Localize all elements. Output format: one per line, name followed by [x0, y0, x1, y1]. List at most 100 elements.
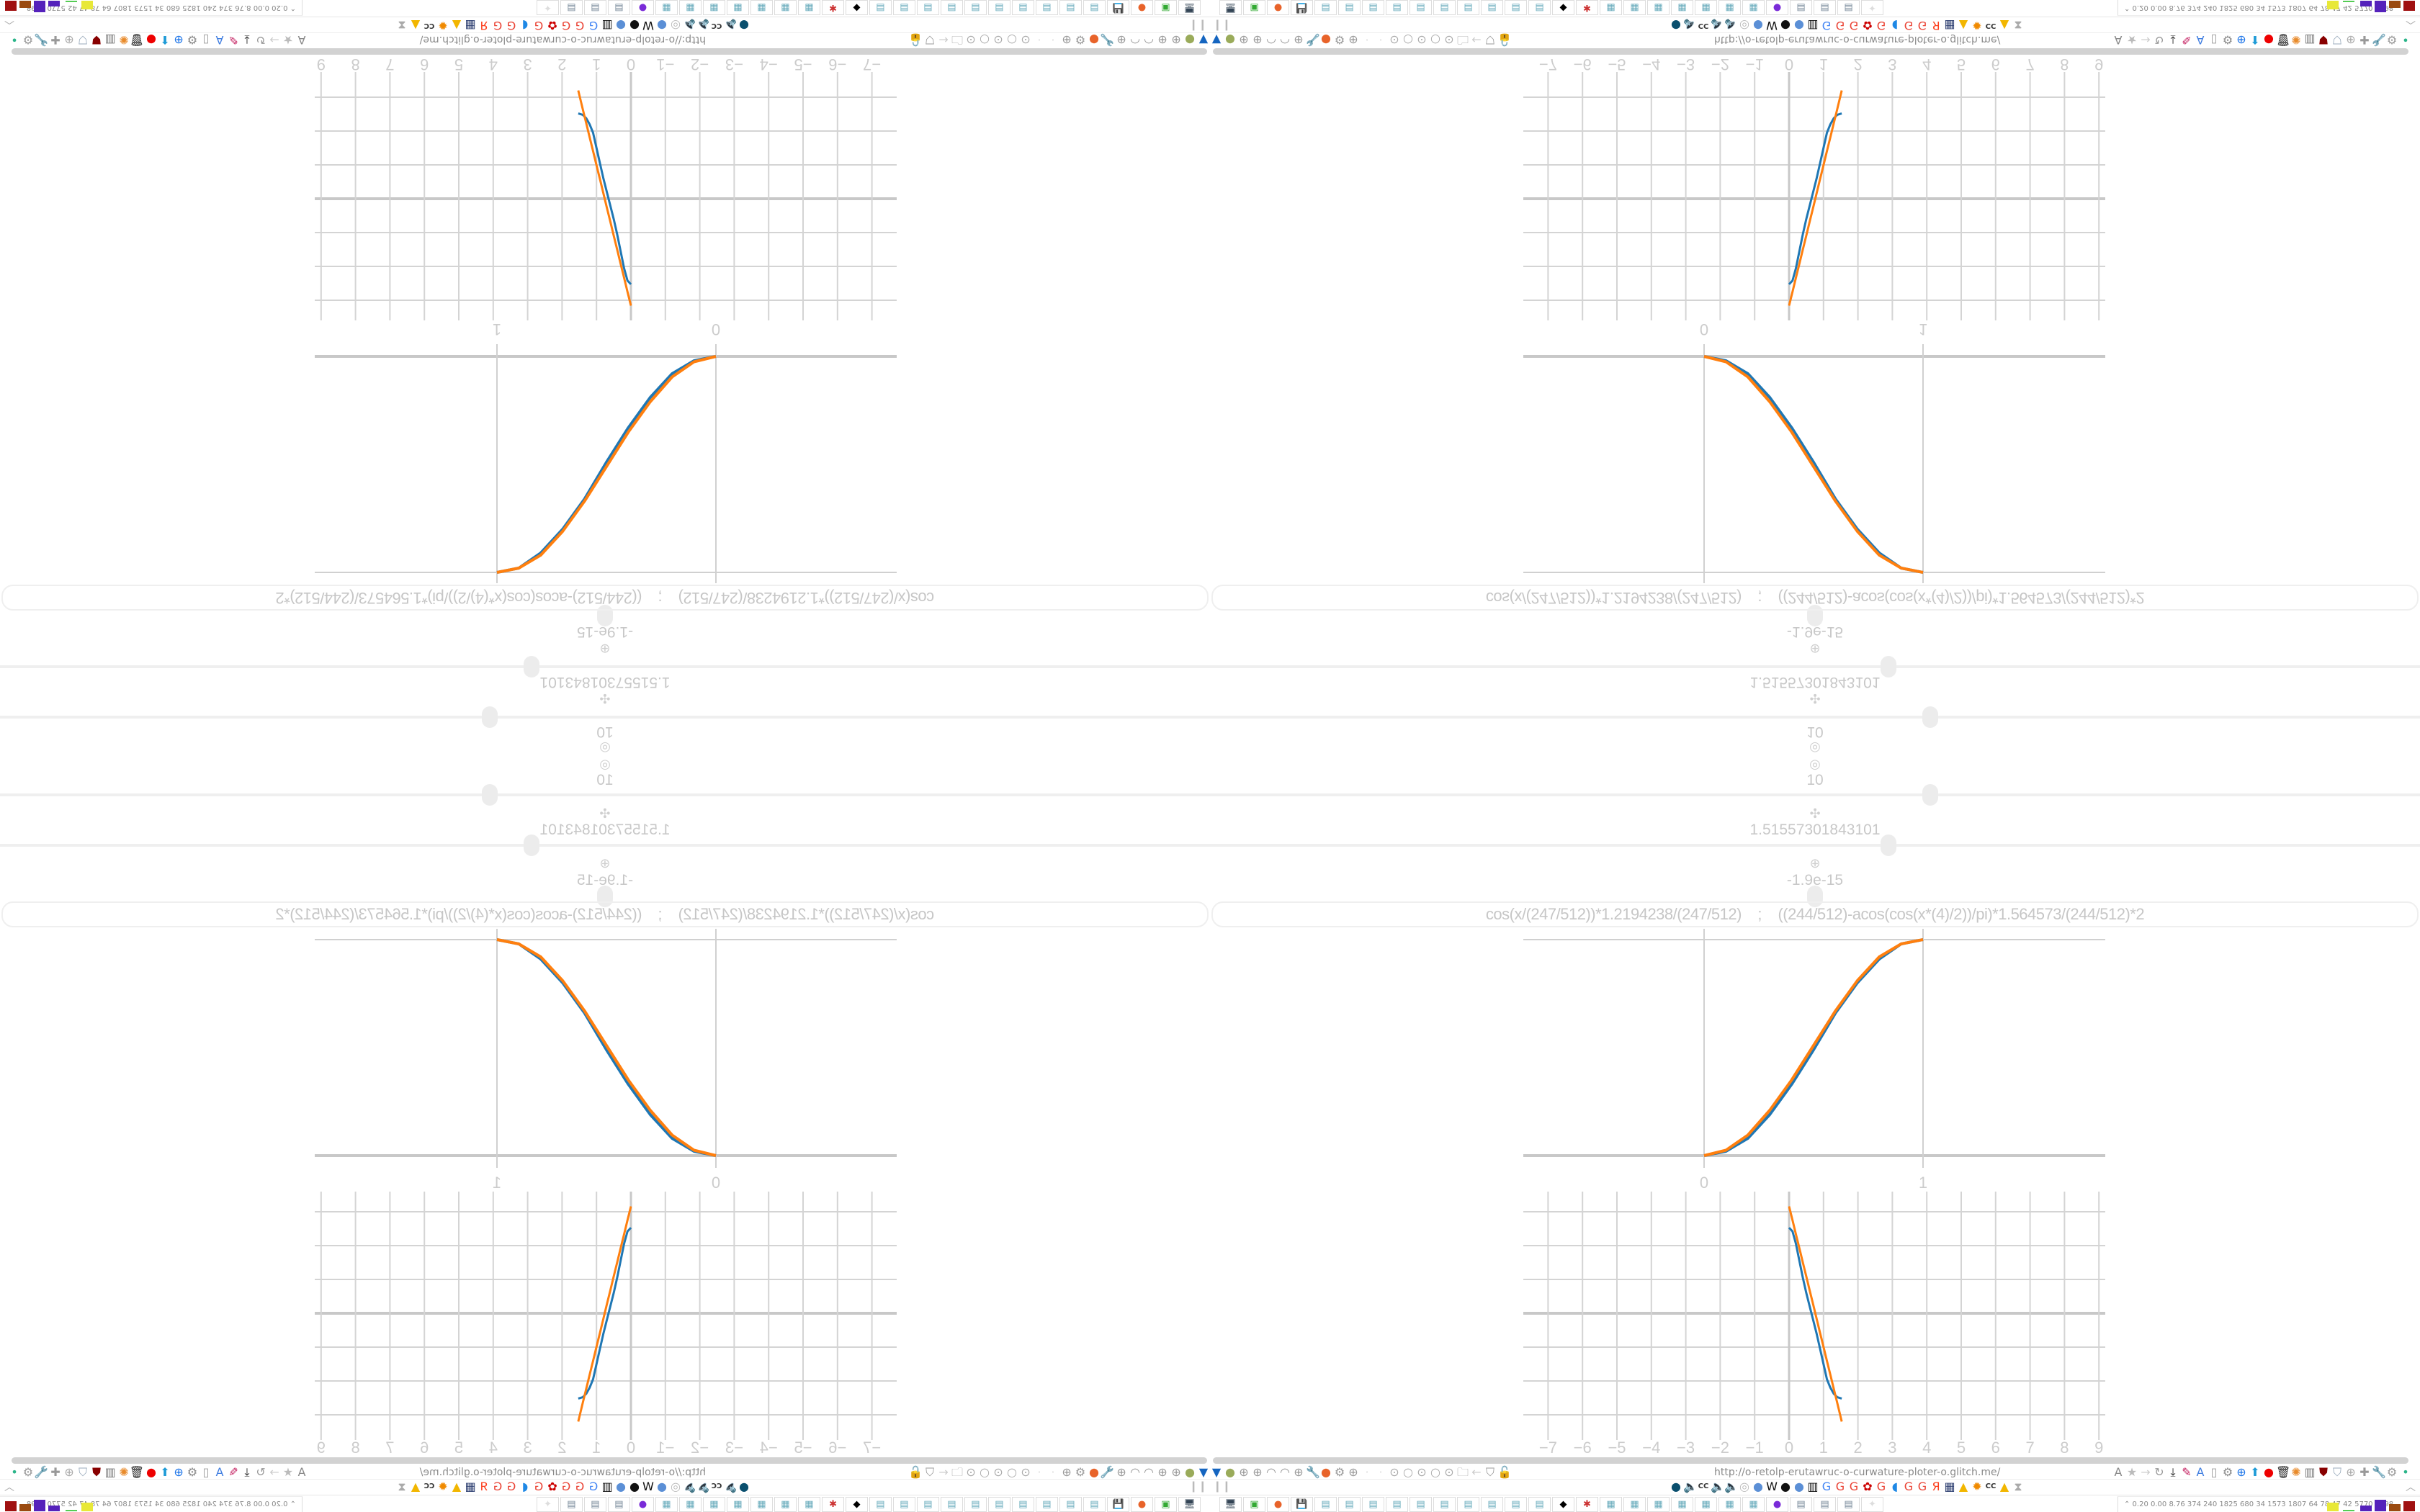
google-icon[interactable]: G — [506, 19, 516, 32]
wikipedia-icon[interactable]: W — [642, 19, 654, 32]
app-red-icon[interactable]: ✱ — [822, 0, 844, 15]
puzzle-icon[interactable]: ✚ — [2360, 33, 2370, 47]
folder-icon[interactable]: 🗀 — [1456, 1465, 1469, 1479]
app-red-icon[interactable]: ✱ — [1576, 1497, 1598, 1512]
firefox-icon[interactable]: ● — [1131, 0, 1153, 15]
gear-icon[interactable]: ⚙ — [2386, 1465, 2398, 1479]
globe-icon[interactable]: ⊕ — [1294, 33, 1304, 47]
calculator-icon[interactable]: ▦ — [1695, 1497, 1717, 1512]
notepad-icon[interactable]: ▤ — [1457, 1497, 1479, 1512]
translate-icon[interactable]: G — [588, 19, 599, 32]
mute-icon[interactable]: 🔈 — [1724, 1480, 1739, 1493]
image-icon[interactable]: ▲ — [1999, 19, 2009, 32]
gauge-icon[interactable]: ◠ — [1266, 33, 1276, 47]
notepad-icon[interactable]: ▤ — [1314, 0, 1337, 15]
chat-icon[interactable]: ● — [632, 0, 654, 15]
cc-icon[interactable]: CC — [711, 22, 722, 30]
slider-thumb[interactable] — [482, 706, 498, 728]
app-faded-icon[interactable]: ✦ — [1861, 0, 1883, 15]
google-icon[interactable]: G — [1849, 19, 1859, 32]
notepad-icon[interactable]: ▤ — [1457, 0, 1479, 15]
gauge-icon[interactable]: ◠ — [1144, 33, 1154, 47]
notepad-icon[interactable]: ▤ — [893, 0, 915, 15]
monitor-icon[interactable]: 🖥 — [1219, 0, 1242, 15]
address-bar[interactable]: http://o-retolp-erutawruc-o-curwature-pl… — [419, 34, 706, 45]
google-icon[interactable]: G — [1876, 19, 1886, 32]
status-dot-icon[interactable]: • — [11, 1465, 18, 1479]
notepad-icon[interactable]: ▤ — [1362, 0, 1384, 15]
edge-icon[interactable]: ◖ — [1891, 1480, 1899, 1493]
dot-icon[interactable]: · — [1051, 33, 1055, 47]
hourglass-icon[interactable]: ⧗ — [2014, 19, 2022, 32]
image-icon[interactable]: ▲ — [411, 19, 421, 32]
sun-icon[interactable]: ✹ — [438, 1480, 448, 1493]
notepad-icon[interactable]: ▤ — [893, 1497, 915, 1512]
small-circle-icon[interactable]: ⊙ — [1389, 1465, 1399, 1479]
translate-icon[interactable]: G — [1821, 1480, 1832, 1493]
address-bar[interactable]: http://o-retolp-erutawruc-o-curwature-pl… — [419, 1467, 706, 1478]
globe-icon[interactable]: ⊕ — [1116, 33, 1126, 47]
document-icon[interactable]: ▤ — [608, 1497, 630, 1512]
pencil-icon[interactable]: ✎ — [2182, 33, 2192, 47]
google-icon[interactable]: G — [1835, 1480, 1845, 1493]
notepad-icon[interactable]: ▤ — [1059, 1497, 1082, 1512]
notepad-icon[interactable]: ▤ — [1338, 0, 1361, 15]
share-icon[interactable]: ✺ — [119, 1465, 129, 1479]
yandex-icon[interactable]: Я — [1932, 1480, 1940, 1493]
star-icon[interactable]: ★ — [282, 33, 294, 47]
plus-icon[interactable]: ⊕ — [174, 33, 184, 47]
mouse-icon[interactable]: ▯ — [202, 33, 210, 47]
translate-icon[interactable]: A — [297, 1465, 306, 1479]
bookmark-icon[interactable]: ● — [739, 19, 749, 32]
download-icon[interactable]: ⤓ — [244, 33, 250, 47]
reload-icon[interactable]: ↻ — [2154, 33, 2164, 47]
shield-icon[interactable]: ⛉ — [1485, 1465, 1494, 1479]
mute-icon[interactable]: 🔈 — [681, 1480, 696, 1493]
notepad-icon[interactable]: ▤ — [1505, 1497, 1527, 1512]
slider-thumb[interactable] — [1881, 834, 1897, 856]
dot-icon[interactable]: · — [1037, 1465, 1041, 1479]
gauge-icon[interactable]: ◠ — [1266, 1465, 1276, 1479]
calculator-icon[interactable]: ▦ — [774, 0, 797, 15]
calculator-icon[interactable]: ▦ — [1600, 0, 1622, 15]
document-icon[interactable]: ▤ — [1790, 1497, 1812, 1512]
document-icon[interactable]: ▤ — [1790, 0, 1812, 15]
image-icon[interactable]: ▲ — [411, 1480, 421, 1493]
calculator-icon[interactable]: ▦ — [798, 0, 820, 15]
shield-icon[interactable]: ⛉ — [2332, 1465, 2341, 1479]
firefox-icon[interactable]: ● — [1321, 1465, 1331, 1479]
globe-icon[interactable]: ⊕ — [1239, 1465, 1249, 1479]
slider-track[interactable] — [1210, 706, 2420, 728]
document-icon[interactable]: ▤ — [1837, 1497, 1860, 1512]
translate-icon[interactable]: A — [2114, 1465, 2123, 1479]
share-icon[interactable]: ✺ — [119, 33, 129, 47]
image-icon[interactable]: ▲ — [1958, 1480, 1968, 1493]
notepad-icon[interactable]: ▤ — [1481, 0, 1503, 15]
bookmark-icon[interactable]: ● — [1671, 19, 1681, 32]
earth-icon[interactable]: ● — [1753, 1480, 1763, 1493]
pencil-icon[interactable]: ✎ — [228, 1465, 238, 1479]
mouse-icon[interactable]: ▯ — [202, 1465, 210, 1479]
notepad-icon[interactable]: ▤ — [1386, 0, 1408, 15]
address-bar[interactable]: http://o-retolp-erutawruc-o-curwature-pl… — [1714, 34, 2001, 45]
upload-icon[interactable]: ⬆ — [160, 33, 170, 47]
chart-icon[interactable]: ● — [1780, 1480, 1791, 1493]
circle-icon[interactable]: ○ — [1430, 33, 1440, 47]
star-icon[interactable]: ★ — [2126, 33, 2138, 47]
globe-icon[interactable]: ⊕ — [64, 1465, 74, 1479]
calculator-icon[interactable]: ▦ — [1742, 1497, 1765, 1512]
hourglass-icon[interactable]: ⧗ — [2014, 1480, 2022, 1493]
puzzle-icon[interactable]: ✚ — [50, 33, 60, 47]
mute-circle-icon[interactable]: ◎ — [1739, 1480, 1749, 1493]
firefox-icon[interactable]: ● — [1267, 1497, 1289, 1512]
slider-track[interactable] — [1210, 886, 2420, 907]
gear-icon[interactable]: ⚙ — [2222, 1465, 2233, 1479]
slider-track[interactable] — [0, 656, 1210, 678]
mute-icon[interactable]: 🔈 — [1711, 1480, 1725, 1493]
wrench-icon[interactable]: 🔧 — [1100, 1465, 1114, 1479]
museum-icon[interactable]: ▥ — [1807, 1480, 1819, 1493]
shield-icon[interactable]: ⛉ — [79, 33, 88, 47]
calculator-icon[interactable]: ▦ — [1647, 1497, 1670, 1512]
translate-blue-icon[interactable]: A — [215, 1465, 224, 1479]
globe-icon[interactable]: ⊕ — [1348, 33, 1358, 47]
